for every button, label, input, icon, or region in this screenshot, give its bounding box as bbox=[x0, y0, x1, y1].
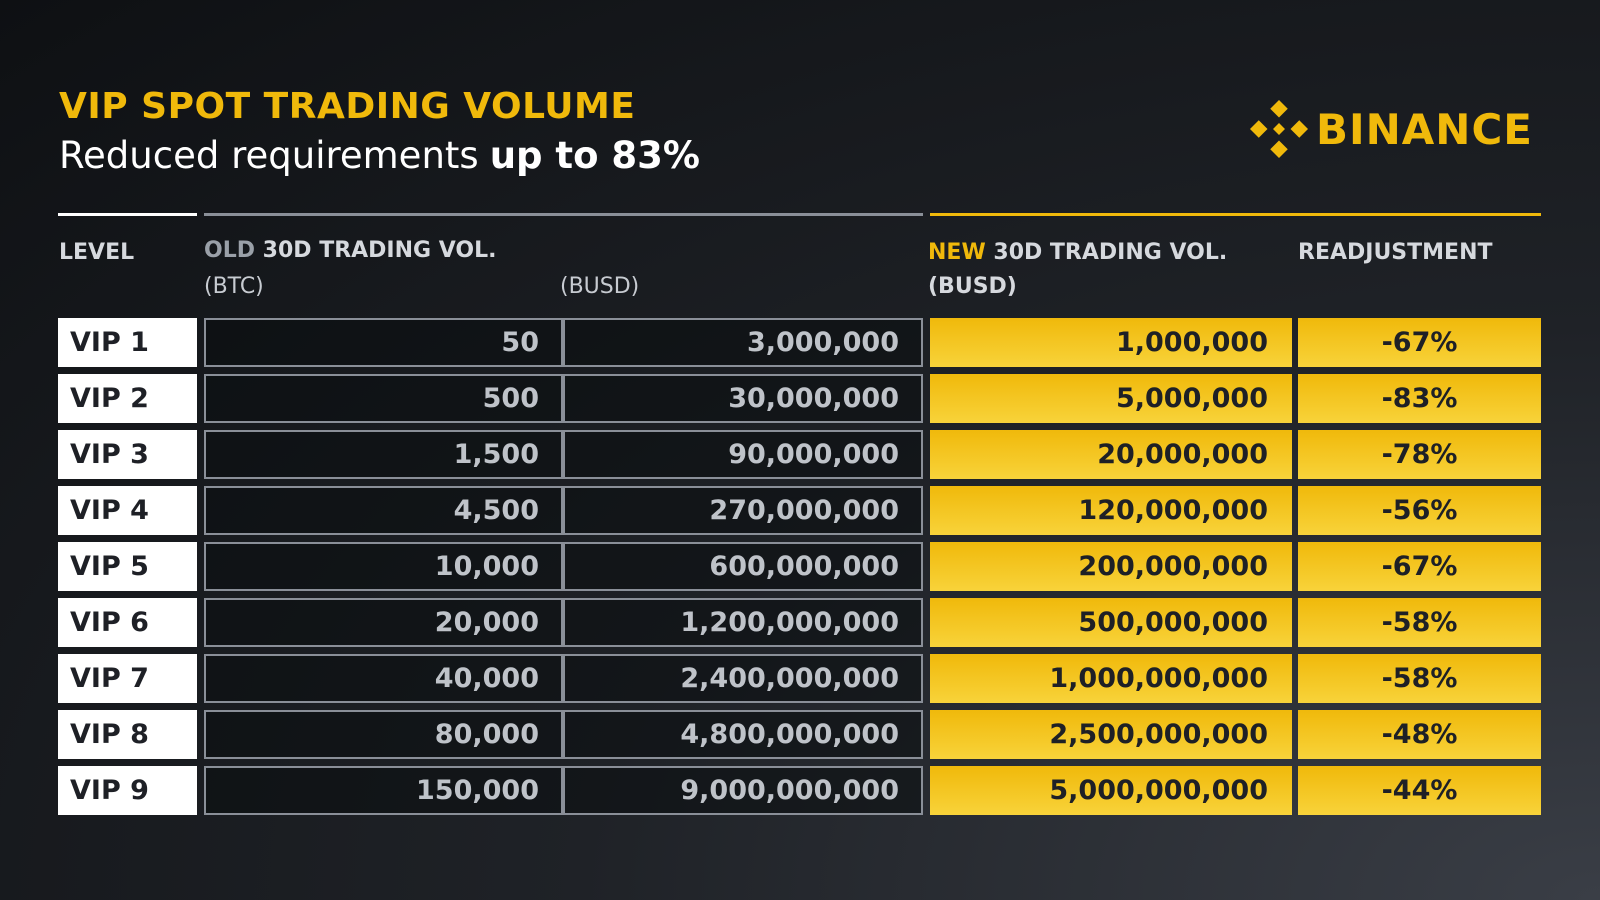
logo-icon bbox=[1250, 100, 1308, 158]
new-unit: (BUSD) bbox=[928, 274, 1017, 299]
old-btc-cell: 80,000 bbox=[204, 710, 563, 759]
level-cell: VIP 8 bbox=[58, 710, 197, 759]
old-rule bbox=[204, 213, 923, 216]
old-busd-cell: 2,400,000,000 bbox=[563, 654, 923, 703]
new-busd-cell: 20,000,000 bbox=[930, 430, 1292, 479]
subtitle: Reduced requirements up to 83% bbox=[59, 134, 700, 177]
new-busd-cell: 1,000,000 bbox=[930, 318, 1292, 367]
old-unit-busd: (BUSD) bbox=[560, 274, 640, 299]
level-header: LEVEL bbox=[59, 240, 135, 265]
new-busd-cell: 500,000,000 bbox=[930, 598, 1292, 647]
level-cell: VIP 4 bbox=[58, 486, 197, 535]
new-label: 30D TRADING VOL. bbox=[993, 240, 1228, 265]
old-btc-cell: 150,000 bbox=[204, 766, 563, 815]
level-cell: VIP 2 bbox=[58, 374, 197, 423]
subtitle-highlight: up to 83% bbox=[489, 134, 700, 177]
readjustment-cell: -58% bbox=[1298, 654, 1541, 703]
readjustment-cell: -83% bbox=[1298, 374, 1541, 423]
subtitle-text: Reduced requirements bbox=[59, 134, 479, 177]
old-busd-cell: 270,000,000 bbox=[563, 486, 923, 535]
readjustment-cell: -78% bbox=[1298, 430, 1541, 479]
level-rule bbox=[58, 213, 197, 216]
new-tag: NEW bbox=[928, 240, 986, 265]
old-busd-cell: 9,000,000,000 bbox=[563, 766, 923, 815]
new-busd-cell: 200,000,000 bbox=[930, 542, 1292, 591]
logo-text: BINANCE bbox=[1316, 104, 1533, 154]
readjustment-cell: -58% bbox=[1298, 598, 1541, 647]
readjustment-cell: -48% bbox=[1298, 710, 1541, 759]
old-btc-cell: 20,000 bbox=[204, 598, 563, 647]
old-btc-cell: 4,500 bbox=[204, 486, 563, 535]
level-cell: VIP 7 bbox=[58, 654, 197, 703]
new-busd-cell: 5,000,000,000 bbox=[930, 766, 1292, 815]
new-rule bbox=[930, 213, 1541, 216]
old-busd-cell: 600,000,000 bbox=[563, 542, 923, 591]
title: VIP SPOT TRADING VOLUME bbox=[59, 86, 636, 127]
old-btc-cell: 1,500 bbox=[204, 430, 563, 479]
new-busd-cell: 5,000,000 bbox=[930, 374, 1292, 423]
new-busd-cell: 120,000,000 bbox=[930, 486, 1292, 535]
level-cell: VIP 1 bbox=[58, 318, 197, 367]
old-unit-btc: (BTC) bbox=[204, 274, 264, 299]
readjustment-cell: -44% bbox=[1298, 766, 1541, 815]
level-cell: VIP 6 bbox=[58, 598, 197, 647]
old-tag: OLD bbox=[204, 238, 255, 263]
level-cell: VIP 5 bbox=[58, 542, 197, 591]
new-busd-cell: 1,000,000,000 bbox=[930, 654, 1292, 703]
old-header: OLD 30D TRADING VOL. bbox=[204, 238, 496, 263]
old-busd-cell: 90,000,000 bbox=[563, 430, 923, 479]
readjustment-header: READJUSTMENT bbox=[1298, 240, 1493, 265]
old-busd-cell: 3,000,000 bbox=[563, 318, 923, 367]
old-btc-cell: 50 bbox=[204, 318, 563, 367]
level-cell: VIP 9 bbox=[58, 766, 197, 815]
new-header: NEW 30D TRADING VOL. bbox=[928, 240, 1227, 265]
logo: BINANCE bbox=[1250, 100, 1533, 158]
old-btc-cell: 40,000 bbox=[204, 654, 563, 703]
level-cell: VIP 3 bbox=[58, 430, 197, 479]
readjustment-cell: -56% bbox=[1298, 486, 1541, 535]
old-busd-cell: 1,200,000,000 bbox=[563, 598, 923, 647]
readjustment-cell: -67% bbox=[1298, 318, 1541, 367]
old-btc-cell: 10,000 bbox=[204, 542, 563, 591]
readjustment-cell: -67% bbox=[1298, 542, 1541, 591]
old-busd-cell: 4,800,000,000 bbox=[563, 710, 923, 759]
old-label: 30D TRADING VOL. bbox=[262, 238, 497, 263]
old-busd-cell: 30,000,000 bbox=[563, 374, 923, 423]
new-busd-cell: 2,500,000,000 bbox=[930, 710, 1292, 759]
old-btc-cell: 500 bbox=[204, 374, 563, 423]
